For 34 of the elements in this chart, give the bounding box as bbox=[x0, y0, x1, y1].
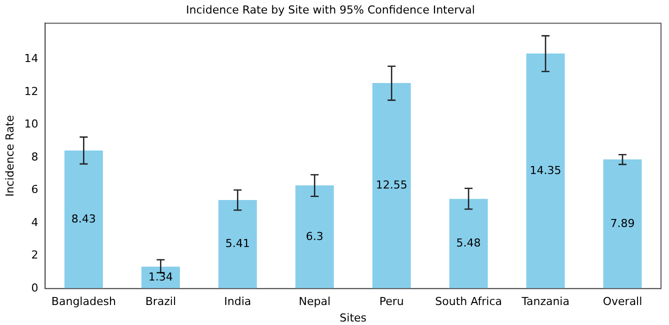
bar bbox=[218, 200, 257, 289]
x-tick-label: Tanzania bbox=[520, 295, 570, 308]
data-label: 1.34 bbox=[148, 270, 173, 284]
data-label: 5.41 bbox=[225, 237, 250, 250]
y-tick-label: 14 bbox=[24, 52, 38, 66]
data-label: 14.35 bbox=[530, 164, 562, 177]
bar bbox=[603, 159, 642, 289]
y-tick-label: 2 bbox=[31, 248, 38, 262]
bar bbox=[449, 198, 488, 289]
bar bbox=[372, 82, 411, 289]
y-tick-label: 10 bbox=[24, 118, 38, 131]
bar bbox=[295, 185, 334, 289]
data-label: 8.43 bbox=[71, 212, 96, 226]
data-label: 7.89 bbox=[610, 216, 635, 230]
x-tick-label: Brazil bbox=[145, 295, 176, 308]
x-tick-label: Nepal bbox=[298, 295, 330, 308]
y-tick-label: 6 bbox=[31, 183, 38, 196]
y-tick-label: 12 bbox=[24, 84, 38, 98]
bar bbox=[64, 150, 103, 289]
chart-title: Incidence Rate by Site with 95% Confidence Interval bbox=[186, 3, 475, 16]
x-tick-label: South Africa bbox=[435, 295, 502, 308]
x-axis-title: Sites bbox=[340, 311, 367, 324]
y-tick-label: 8 bbox=[31, 150, 38, 164]
x-tick-label: Overall bbox=[602, 295, 642, 308]
y-axis-title: Incidence Rate bbox=[3, 114, 16, 197]
x-tick-label: Bangladesh bbox=[51, 295, 116, 308]
data-label: 12.55 bbox=[376, 178, 408, 192]
x-tick-label: Peru bbox=[379, 295, 404, 308]
x-tick-label: India bbox=[224, 295, 252, 308]
data-label: 6.3 bbox=[306, 230, 324, 243]
data-label: 5.48 bbox=[456, 236, 481, 250]
bar bbox=[526, 54, 565, 289]
y-tick-label: 4 bbox=[31, 216, 38, 229]
y-tick-label: 0 bbox=[31, 281, 38, 294]
